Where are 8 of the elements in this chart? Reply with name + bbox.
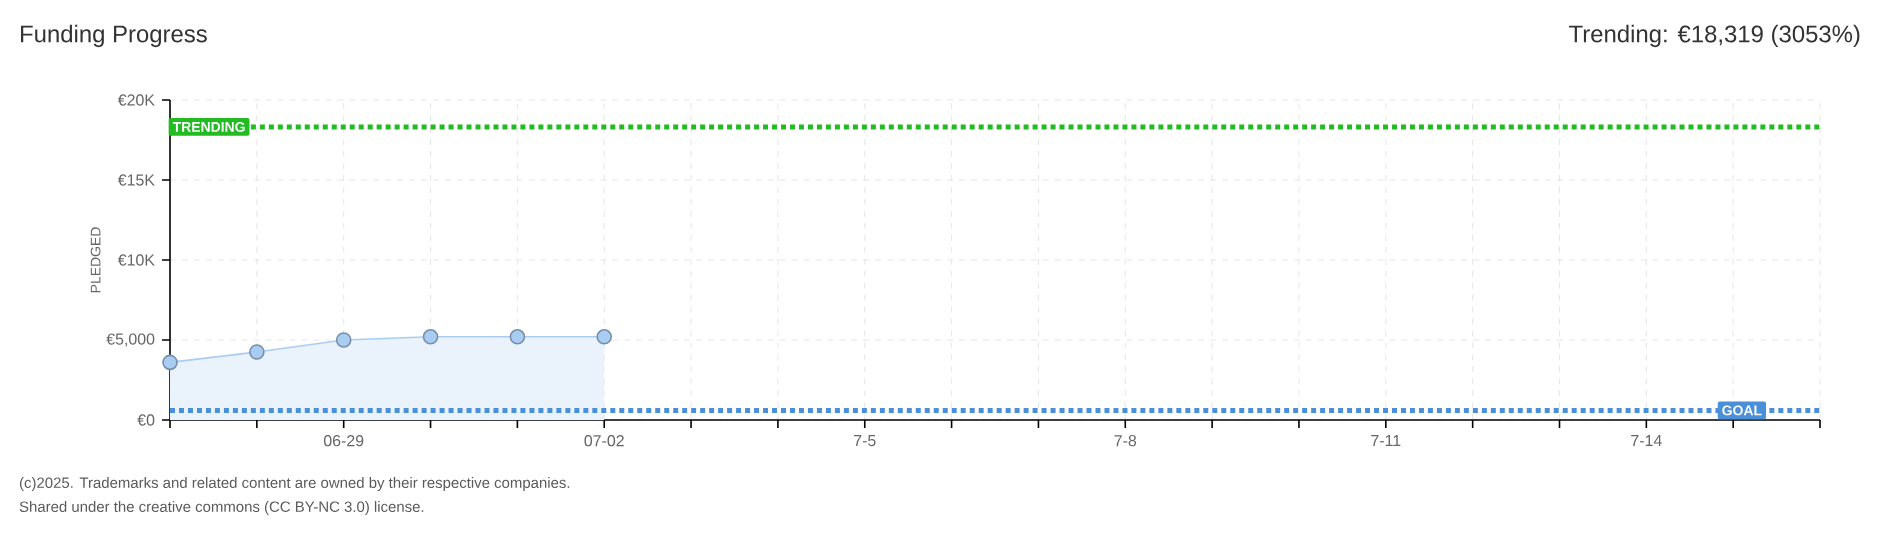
point: [249, 344, 265, 360]
chart-title: Funding Progress: [21, 24, 207, 48]
chart-subtitle: Trending: €18,319 (3053%): [1569, 24, 1860, 48]
point: [335, 332, 352, 348]
point: [422, 329, 439, 345]
point: [596, 329, 613, 345]
point: [162, 354, 178, 371]
point: [509, 329, 526, 345]
